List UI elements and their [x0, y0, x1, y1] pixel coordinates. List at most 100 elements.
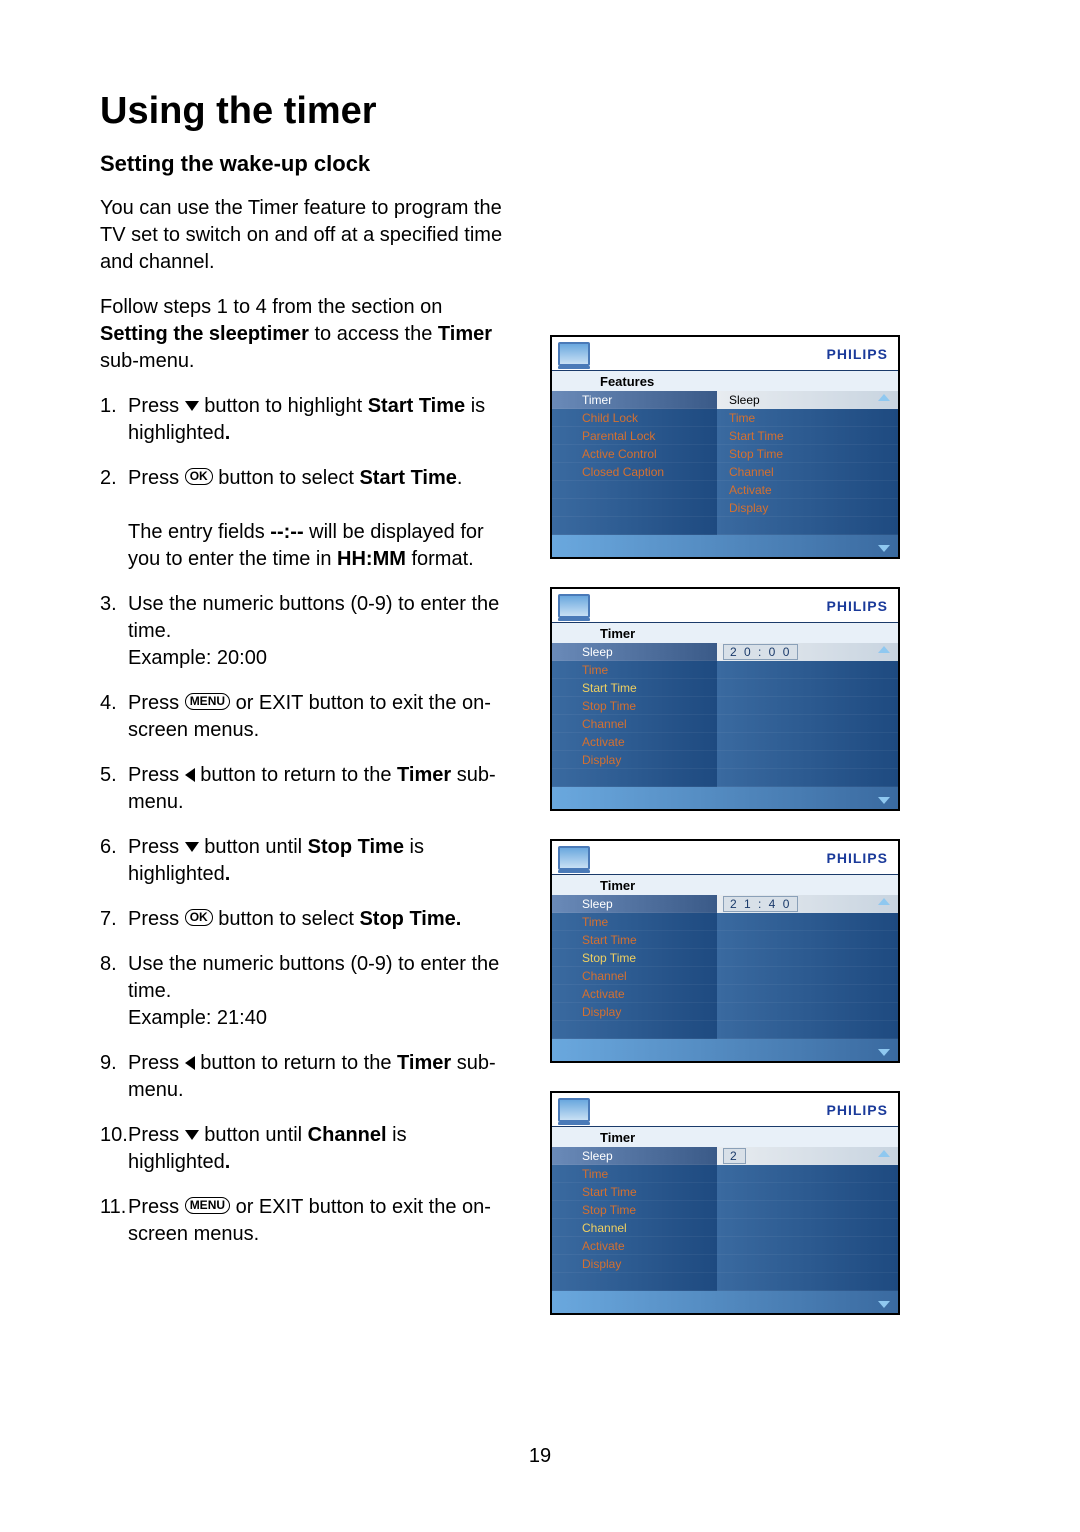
- screenshots-column: PHILIPSFeaturesTimerChild LockParental L…: [550, 195, 980, 1315]
- menu-item: [717, 733, 898, 751]
- menu-item: Activate: [552, 985, 717, 1003]
- menu-item: Time: [717, 409, 898, 427]
- menu-item: [717, 1255, 898, 1273]
- ok-button-icon: OK: [185, 468, 213, 485]
- menu-item: 2 0 : 0 0: [717, 643, 898, 661]
- philips-logo: PHILIPS: [827, 1102, 888, 1118]
- step-10: 10. Press button until Channel is highli…: [100, 1122, 510, 1176]
- menu-item: Timer: [552, 391, 717, 409]
- menu-item: Display: [552, 1003, 717, 1021]
- menu-item: Channel: [552, 1219, 717, 1237]
- menu-footer: [552, 787, 898, 809]
- menu-item: [717, 1219, 898, 1237]
- menu-button-icon: MENU: [185, 693, 230, 710]
- down-arrow-icon: [185, 842, 199, 852]
- menu-header: PHILIPS: [552, 337, 898, 371]
- step-4: 4. Press MENU or EXIT button to exit the…: [100, 690, 510, 744]
- menu-item: Activate: [552, 1237, 717, 1255]
- menu-item: Start Time: [552, 931, 717, 949]
- tv-icon: [558, 846, 590, 870]
- step-8: 8. Use the numeric buttons (0-9) to ente…: [100, 951, 510, 1032]
- menu-item: Start Time: [552, 679, 717, 697]
- step-11: 11. Press MENU or EXIT button to exit th…: [100, 1194, 510, 1248]
- menu-item: [552, 481, 717, 499]
- menu-item: Stop Time: [552, 949, 717, 967]
- scroll-up-icon: [878, 898, 890, 905]
- menu-button-icon: MENU: [185, 1197, 230, 1214]
- menu-header: PHILIPS: [552, 841, 898, 875]
- menu-timer-stoptime: PHILIPS TimerSleepTimeStart TimeStop Time…: [550, 839, 900, 1063]
- breadcrumb-row: Timer: [552, 1127, 898, 1147]
- menu-item: [717, 1003, 898, 1021]
- tv-icon: [558, 594, 590, 618]
- scroll-down-icon: [878, 1301, 890, 1308]
- scroll-up-icon: [878, 394, 890, 401]
- menu-features: PHILIPSFeaturesTimerChild LockParental L…: [550, 335, 900, 559]
- menu-item: [717, 949, 898, 967]
- menu-item: Parental Lock: [552, 427, 717, 445]
- menu-item: 2 1 : 4 0: [717, 895, 898, 913]
- menu-item: [717, 769, 898, 787]
- breadcrumb: Timer: [600, 626, 635, 641]
- menu-item: Sleep: [552, 895, 717, 913]
- menu-item: [717, 1165, 898, 1183]
- menu-item: Sleep: [717, 391, 898, 409]
- menu-item: Display: [717, 499, 898, 517]
- menu-item: [717, 1237, 898, 1255]
- menu-item: Display: [552, 1255, 717, 1273]
- menu-item: Stop Time: [552, 697, 717, 715]
- step-3: 3. Use the numeric buttons (0-9) to ente…: [100, 591, 510, 672]
- menu-item: Time: [552, 1165, 717, 1183]
- left-arrow-icon: [185, 1056, 195, 1070]
- page-number: 19: [0, 1445, 1080, 1468]
- menu-item: [717, 1201, 898, 1219]
- breadcrumb-row: Timer: [552, 875, 898, 895]
- menu-item: [717, 517, 898, 535]
- left-arrow-icon: [185, 768, 195, 782]
- menu-item: Channel: [552, 967, 717, 985]
- menu-item: Channel: [552, 715, 717, 733]
- menu-item: Closed Caption: [552, 463, 717, 481]
- menu-item: Time: [552, 913, 717, 931]
- step-6: 6. Press button until Stop Time is highl…: [100, 834, 510, 888]
- menu-item: [717, 1273, 898, 1291]
- tv-icon: [558, 342, 590, 366]
- step-9: 9. Press button to return to the Timer s…: [100, 1050, 510, 1104]
- page-title: Using the timer: [100, 90, 980, 133]
- menu-header: PHILIPS: [552, 589, 898, 623]
- menu-item: [717, 715, 898, 733]
- menu-value: 2 0 : 0 0: [723, 644, 798, 660]
- menu-item: [552, 1021, 717, 1039]
- step-1: 1. Press button to highlight Start Time …: [100, 393, 510, 447]
- menu-item: Stop Time: [552, 1201, 717, 1219]
- menu-item: [717, 697, 898, 715]
- scroll-up-icon: [878, 1150, 890, 1157]
- menu-item: Activate: [717, 481, 898, 499]
- step-7: 7. Press OK button to select Stop Time.: [100, 906, 510, 933]
- menu-item: [717, 661, 898, 679]
- philips-logo: PHILIPS: [827, 850, 888, 866]
- menu-item: Time: [552, 661, 717, 679]
- menu-value: 2 1 : 4 0: [723, 896, 798, 912]
- menu-item: [717, 1021, 898, 1039]
- step-5: 5. Press button to return to the Timer s…: [100, 762, 510, 816]
- menu-timer-starttime: PHILIPS Timer SleepTimeStart TimeStop Time…: [550, 587, 900, 811]
- ok-button-icon: OK: [185, 909, 213, 926]
- menu-item: Stop Time: [717, 445, 898, 463]
- menu-item: [717, 679, 898, 697]
- intro-paragraph-2: Follow steps 1 to 4 from the section on …: [100, 294, 510, 375]
- breadcrumb-row: Features: [552, 371, 898, 391]
- menu-item: [717, 967, 898, 985]
- philips-logo: PHILIPS: [827, 346, 888, 362]
- menu-item: Active Control: [552, 445, 717, 463]
- scroll-up-icon: [878, 646, 890, 653]
- menu-item: [717, 985, 898, 1003]
- menu-item: [552, 517, 717, 535]
- scroll-down-icon: [878, 545, 890, 552]
- menu-item: Display: [552, 751, 717, 769]
- menu-header: PHILIPS: [552, 1093, 898, 1127]
- step-2: 2. Press OK button to select Start Time.…: [100, 465, 510, 573]
- menu-item: [717, 751, 898, 769]
- scroll-down-icon: [878, 1049, 890, 1056]
- menu-item: Sleep: [552, 643, 717, 661]
